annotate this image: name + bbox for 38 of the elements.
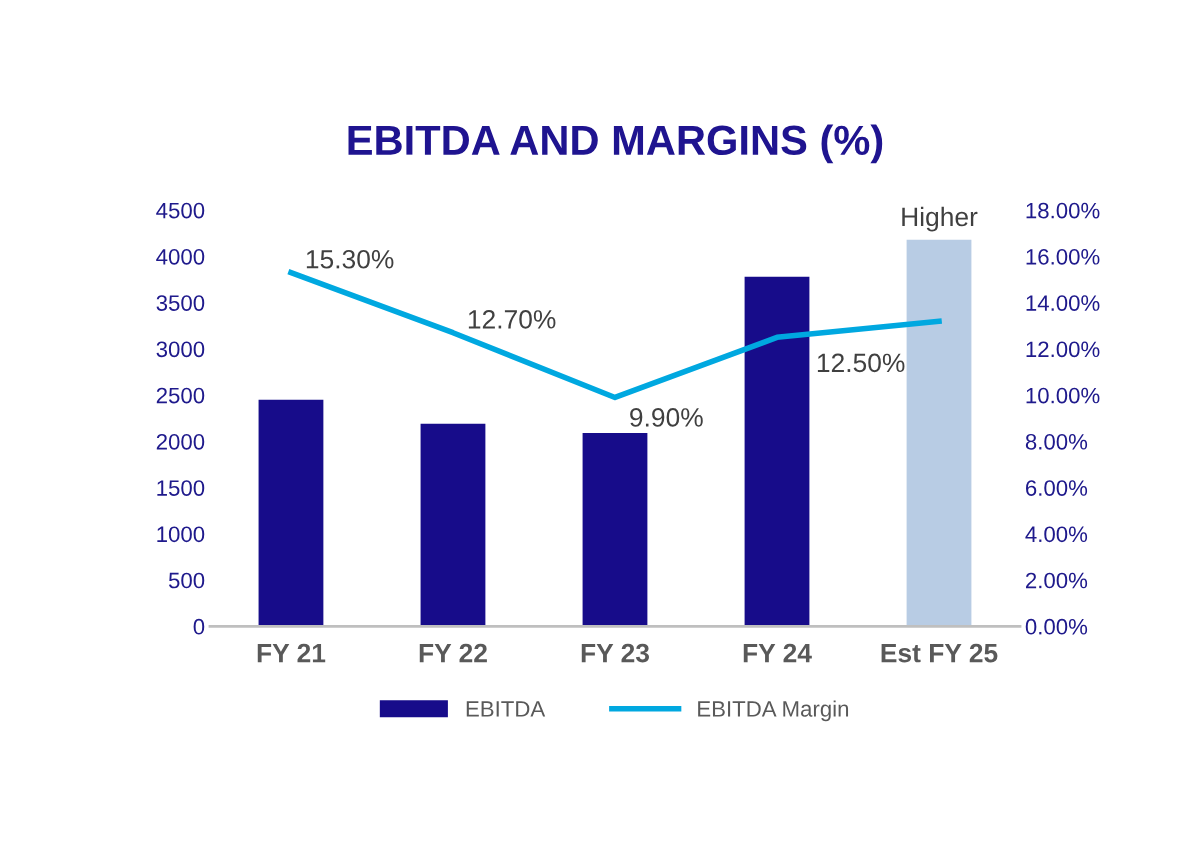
y2-tick-label: 6.00% [1026,480,1088,496]
y2-tick-label: 8.00% [1025,433,1088,450]
y2-tick-label: 12.00% [1026,341,1100,358]
y-tick-label: 3000 [156,341,205,358]
bar [906,239,972,627]
data-label: 12.70% [468,310,556,329]
legend-label: EBITDA [466,701,546,717]
data-label: 9.90% [630,408,703,427]
x-tick-label: FY 21 [257,643,326,663]
y-tick-label: 2000 [156,433,205,450]
y-tick-label: 500 [168,572,205,589]
data-label: 12.50% [817,353,905,373]
y-tick-label: 4500 [156,202,205,219]
y2-tick-label: 10.00% [1026,387,1100,404]
x-tick-label: FY 23 [581,643,650,663]
y-tick-label: 4000 [156,248,205,265]
bar [744,276,810,627]
chart-title: EBITDA AND MARGINS (%) [348,124,883,164]
x-tick-label: Est FY 25 [881,643,998,663]
y2-tick-label: 2.00% [1025,572,1088,589]
legend-label: EBITDA Margin [698,700,849,722]
y-tick-label: 1000 [157,526,205,543]
y2-tick-label: 18.00% [1026,202,1100,219]
data-label: Higher [902,206,978,232]
y2-tick-label: 14.00% [1026,295,1100,311]
y2-tick-label: 4.00% [1025,526,1088,543]
bar [420,423,486,627]
x-tick-label: FY 22 [419,643,487,663]
y2-tick-label: 16.00% [1026,248,1100,265]
y-tick-label: 3500 [156,295,205,311]
x-tick-label: FY 24 [743,643,812,663]
y2-tick-label: 0.00% [1025,618,1088,635]
y-tick-label: 0 [193,618,205,635]
data-label: 15.30% [306,249,394,269]
bar [582,433,648,627]
y-tick-label: 1500 [157,480,205,496]
bar [258,399,324,627]
y-tick-label: 2500 [156,387,205,404]
